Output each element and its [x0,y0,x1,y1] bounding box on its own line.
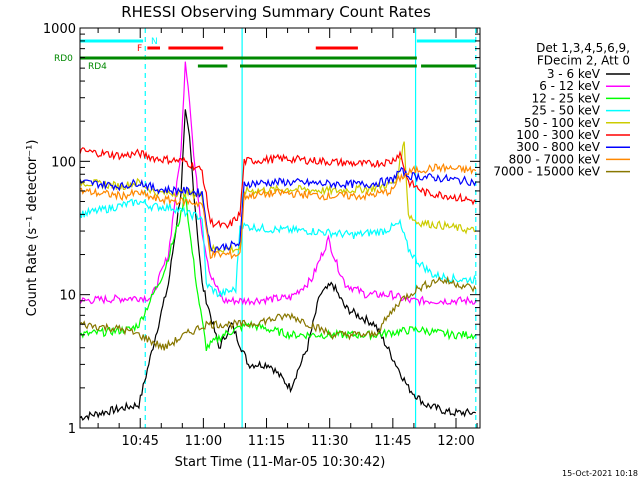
legend-label-2: 12 - 25 keV [532,91,601,105]
legend-label-8: 7000 - 15000 keV [493,165,600,179]
y-tick-label-3: 1000 [43,22,76,37]
series-line-1 [79,61,477,307]
series-line-8 [79,275,477,351]
legend-label-6: 300 - 800 keV [516,140,600,154]
legend-header-1: FDecim 2, Att 0 [537,54,630,68]
y-tick-label-0: 1 [68,422,76,437]
legend-label-1: 6 - 12 keV [539,79,601,93]
series-line-2 [79,192,477,352]
series-line-4 [79,141,476,254]
chart-title: RHESSI Observing Summary Count Rates [121,3,431,21]
legend-label-0: 3 - 6 keV [547,67,601,81]
x-tick-label-2: 11:15 [248,434,285,449]
series-line-5 [79,147,477,229]
x-tick-label-0: 10:45 [121,434,158,449]
y-axis: 1 10 100 1000 [43,22,480,437]
plot-frame [79,27,481,429]
plot-area: NF RD0 RD4 [54,28,477,428]
legend-label-5: 100 - 300 keV [516,128,600,142]
legend-label-4: 50 - 100 keV [524,116,601,130]
y-tick-label-1: 10 [59,289,76,304]
series-line-3 [79,198,477,298]
series-line-6 [79,166,477,254]
footer-timestamp: 15-Oct-2021 10:18 [562,469,638,478]
legend: Det 1,3,4,5,6,9,FDecim 2, Att 03 - 6 keV… [493,41,630,179]
x-tick-label-4: 11:45 [374,434,411,449]
series-line-0 [79,109,477,421]
x-tick-label-3: 11:30 [311,434,348,449]
flag-label-rd0: RD0 [54,54,73,64]
legend-label-3: 25 - 50 keV [532,104,601,118]
series-line-7 [79,162,477,260]
legend-header-0: Det 1,3,4,5,6,9, [536,41,630,55]
x-axis: 10:45 11:00 11:15 11:30 11:45 12:00 [97,28,478,449]
y-tick-label-2: 100 [51,155,76,170]
x-tick-label-1: 11:00 [185,434,222,449]
x-tick-label-5: 12:00 [437,434,474,449]
legend-label-7: 800 - 7000 keV [509,152,601,166]
flag-label-n: N [151,37,158,47]
y-axis-label: Count Rate (s⁻¹ detector⁻¹) [25,140,40,317]
flag-label-f: F [137,44,142,54]
flag-label-rd4: RD4 [88,62,107,72]
x-axis-label: Start Time (11-Mar-05 10:30:42) [175,455,386,470]
